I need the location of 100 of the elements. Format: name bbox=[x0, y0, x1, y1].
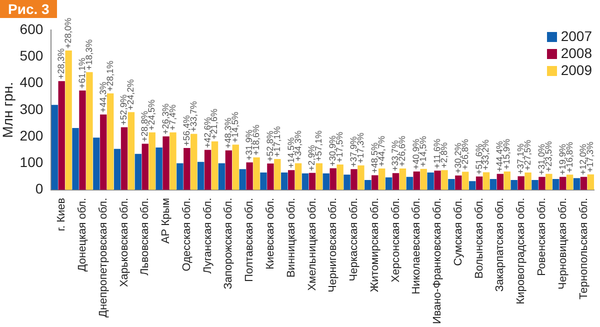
x-tick-label: Закарпатская обл. bbox=[494, 198, 506, 292]
x-tick-label: Луганская обл. bbox=[202, 198, 214, 274]
bar bbox=[170, 132, 176, 190]
x-tick-label: Киевская обл. bbox=[264, 198, 276, 270]
bar bbox=[93, 138, 100, 190]
x-tick-label: Черновицкая обл. bbox=[556, 198, 569, 290]
bar bbox=[490, 178, 497, 190]
bar bbox=[358, 165, 364, 190]
bar bbox=[288, 170, 295, 190]
x-tick-label: Хмельницкая обл. bbox=[306, 198, 318, 291]
x-tick-label: Херсонская обл. bbox=[390, 198, 402, 282]
y-tick-label: 400 bbox=[20, 74, 44, 90]
x-tick-label: Сумская обл. bbox=[452, 198, 464, 266]
bar bbox=[204, 150, 212, 190]
annotation: +11,6% bbox=[432, 138, 442, 169]
x-tick-label: Черкасская обл. bbox=[348, 198, 360, 282]
x-tick-label: Львовская обл. bbox=[139, 198, 152, 276]
annotation: +52,8% bbox=[264, 130, 275, 162]
annotation: +56,4% bbox=[181, 115, 192, 146]
x-tick-label: Черниговская обл. bbox=[327, 198, 340, 292]
x-tick-label: Днепропетровская обл. bbox=[97, 198, 110, 318]
bar bbox=[350, 169, 358, 190]
annotation: +19,9% bbox=[557, 144, 568, 175]
bar bbox=[406, 176, 414, 190]
bar bbox=[302, 173, 309, 190]
annotation: +37,9% bbox=[348, 136, 358, 168]
bar bbox=[225, 150, 232, 190]
bar bbox=[566, 174, 574, 190]
bar bbox=[510, 180, 518, 190]
legend-label: 2007 bbox=[560, 28, 592, 45]
x-tick-label: Волынская обл. bbox=[473, 198, 486, 279]
bar bbox=[148, 132, 156, 190]
legend-label: 2008 bbox=[560, 45, 592, 62]
bar bbox=[176, 163, 184, 190]
x-tick-label: Тернопольская обл. bbox=[578, 198, 590, 300]
bar bbox=[65, 50, 72, 190]
bar bbox=[364, 180, 372, 190]
bar bbox=[72, 128, 79, 190]
bar bbox=[330, 168, 336, 190]
bar bbox=[218, 163, 226, 190]
bar bbox=[260, 172, 267, 190]
bar bbox=[197, 162, 204, 190]
x-tick-label: г. Киев bbox=[56, 198, 68, 232]
bar bbox=[114, 148, 121, 190]
annotation: +48,5% bbox=[369, 142, 380, 174]
bar bbox=[441, 170, 448, 190]
bar bbox=[462, 172, 469, 190]
bar bbox=[378, 168, 386, 190]
bar bbox=[538, 176, 546, 190]
bar bbox=[316, 163, 323, 190]
bar bbox=[496, 174, 504, 190]
x-tick-label: Николаевская обл. bbox=[410, 198, 423, 294]
bar bbox=[79, 90, 86, 190]
bar bbox=[211, 141, 218, 190]
annotation: +31,0% bbox=[536, 144, 546, 175]
bar bbox=[344, 174, 350, 190]
y-tick-label: 600 bbox=[20, 20, 44, 37]
x-tick-label: Житомирская обл. bbox=[368, 198, 381, 292]
annotation: +24,5% bbox=[146, 100, 157, 130]
y-tick-label: 300 bbox=[20, 100, 44, 117]
x-tick-label: Запорожская обл. bbox=[222, 198, 235, 290]
bar bbox=[385, 177, 392, 190]
bar bbox=[524, 172, 532, 190]
bar bbox=[156, 148, 162, 190]
chart-title: Рис. 3 bbox=[0, 0, 58, 18]
bar bbox=[190, 134, 198, 190]
bar bbox=[106, 93, 114, 190]
bar bbox=[482, 172, 490, 190]
x-tick-label: АР Крым bbox=[160, 198, 172, 244]
x-tick-label: Полтавская обл. bbox=[244, 198, 256, 282]
bar bbox=[532, 180, 538, 190]
bar bbox=[142, 144, 148, 190]
bar bbox=[336, 164, 344, 190]
x-tick-label: Донецкая обл. bbox=[76, 198, 89, 272]
bar bbox=[372, 175, 378, 190]
bar bbox=[455, 175, 462, 190]
bar bbox=[274, 158, 281, 190]
bar bbox=[420, 168, 427, 190]
bar bbox=[518, 176, 524, 190]
bar bbox=[580, 176, 588, 190]
bar bbox=[434, 170, 441, 190]
bar bbox=[427, 172, 434, 190]
bar bbox=[58, 81, 65, 190]
bar bbox=[253, 157, 260, 190]
bar bbox=[51, 104, 58, 190]
bar bbox=[573, 178, 580, 190]
bar bbox=[86, 72, 93, 190]
bar bbox=[468, 181, 476, 190]
x-tick-label: Одесская обл. bbox=[180, 198, 193, 272]
bar bbox=[239, 169, 246, 190]
bar bbox=[413, 171, 420, 190]
bar bbox=[162, 136, 170, 190]
y-tick-label: 100 bbox=[20, 154, 44, 170]
bar bbox=[120, 127, 128, 190]
annotation: +28,0% bbox=[63, 18, 74, 49]
annotation: +30,2% bbox=[452, 142, 463, 174]
bar bbox=[476, 176, 483, 190]
bar bbox=[128, 112, 135, 190]
x-tick-label: Ивано-Франковская обл. bbox=[432, 198, 444, 324]
bar bbox=[504, 171, 510, 190]
